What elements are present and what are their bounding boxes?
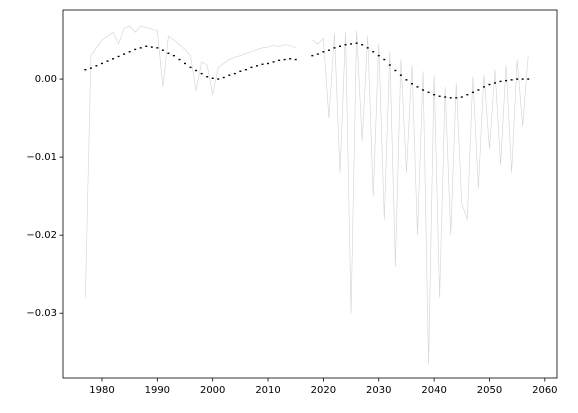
data-point: [361, 44, 364, 46]
data-point: [471, 91, 474, 94]
data-point: [278, 59, 281, 62]
data-line: [85, 25, 529, 364]
data-point: [521, 78, 524, 80]
data-point: [466, 93, 469, 96]
data-point: [217, 78, 220, 80]
data-point: [505, 79, 508, 82]
data-point: [449, 97, 452, 99]
data-point: [195, 69, 198, 72]
data-point: [383, 58, 386, 61]
data-point: [294, 58, 297, 61]
data-point: [206, 76, 209, 78]
x-tick-label: 2030: [366, 385, 391, 396]
data-point: [106, 60, 109, 62]
data-point: [178, 58, 181, 61]
data-point: [172, 54, 175, 57]
data-point: [527, 78, 530, 80]
data-point: [200, 72, 203, 75]
data-point: [355, 42, 358, 44]
x-tick-label: 2010: [255, 385, 280, 396]
data-point: [427, 91, 430, 94]
data-point: [89, 67, 92, 69]
data-point: [112, 58, 115, 60]
data-point: [339, 45, 342, 47]
x-tick-label: 2000: [200, 385, 225, 396]
x-tick-label: 2060: [532, 385, 557, 396]
data-point: [311, 54, 314, 57]
data-point: [394, 69, 397, 72]
data-point: [327, 49, 330, 51]
data-point: [433, 93, 436, 96]
data-point: [283, 58, 286, 61]
data-point: [161, 49, 164, 51]
data-point: [134, 48, 137, 51]
data-point: [150, 46, 153, 48]
data-point: [189, 66, 192, 69]
data-point: [250, 66, 253, 69]
data-point: [289, 58, 292, 60]
data-point: [95, 65, 98, 67]
data-point: [344, 44, 347, 46]
y-tick-label: −0.03: [26, 308, 57, 319]
data-point: [244, 69, 247, 71]
data-point: [488, 83, 491, 86]
x-tick-label: 2040: [421, 385, 446, 396]
data-point: [139, 47, 142, 49]
data-point: [117, 55, 120, 58]
data-point: [438, 95, 441, 97]
data-point: [422, 89, 425, 91]
y-tick-label: −0.01: [26, 152, 57, 163]
data-point: [211, 77, 214, 79]
x-tick-label: 2020: [311, 385, 336, 396]
data-point: [350, 43, 353, 45]
y-tick-label: −0.02: [26, 230, 57, 241]
data-point: [145, 45, 148, 47]
data-point: [455, 97, 458, 99]
data-point: [322, 51, 325, 53]
x-tick-label: 1990: [145, 385, 170, 396]
data-point: [377, 54, 380, 57]
data-point: [167, 52, 170, 55]
x-tick-label: 1980: [89, 385, 114, 396]
y-tick-label: 0.00: [35, 74, 57, 85]
data-point: [123, 53, 126, 55]
data-point: [399, 74, 402, 76]
data-point: [388, 64, 391, 66]
data-point: [233, 72, 236, 75]
data-point: [156, 47, 159, 49]
data-point: [416, 86, 419, 88]
data-point: [460, 96, 463, 98]
data-point: [128, 51, 131, 53]
data-point: [272, 61, 275, 63]
data-point: [228, 74, 231, 76]
data-point: [267, 62, 270, 65]
data-point: [333, 47, 336, 49]
data-point: [482, 86, 485, 88]
data-point: [366, 47, 369, 49]
data-point: [222, 76, 225, 79]
data-point: [499, 80, 502, 83]
data-point: [100, 62, 103, 65]
data-point: [410, 83, 413, 85]
data-point: [255, 65, 258, 67]
data-point: [239, 70, 242, 72]
data-point: [444, 96, 447, 98]
data-point: [184, 62, 187, 65]
data-point: [84, 69, 87, 71]
data-point: [405, 79, 408, 81]
data-point: [510, 79, 513, 81]
data-point: [261, 63, 264, 65]
data-point: [372, 51, 375, 53]
data-point: [494, 82, 497, 84]
data-point: [516, 78, 519, 80]
plot-frame: [62, 9, 558, 379]
data-point: [477, 89, 480, 91]
data-point: [316, 53, 319, 55]
x-tick-label: 2050: [477, 385, 502, 396]
